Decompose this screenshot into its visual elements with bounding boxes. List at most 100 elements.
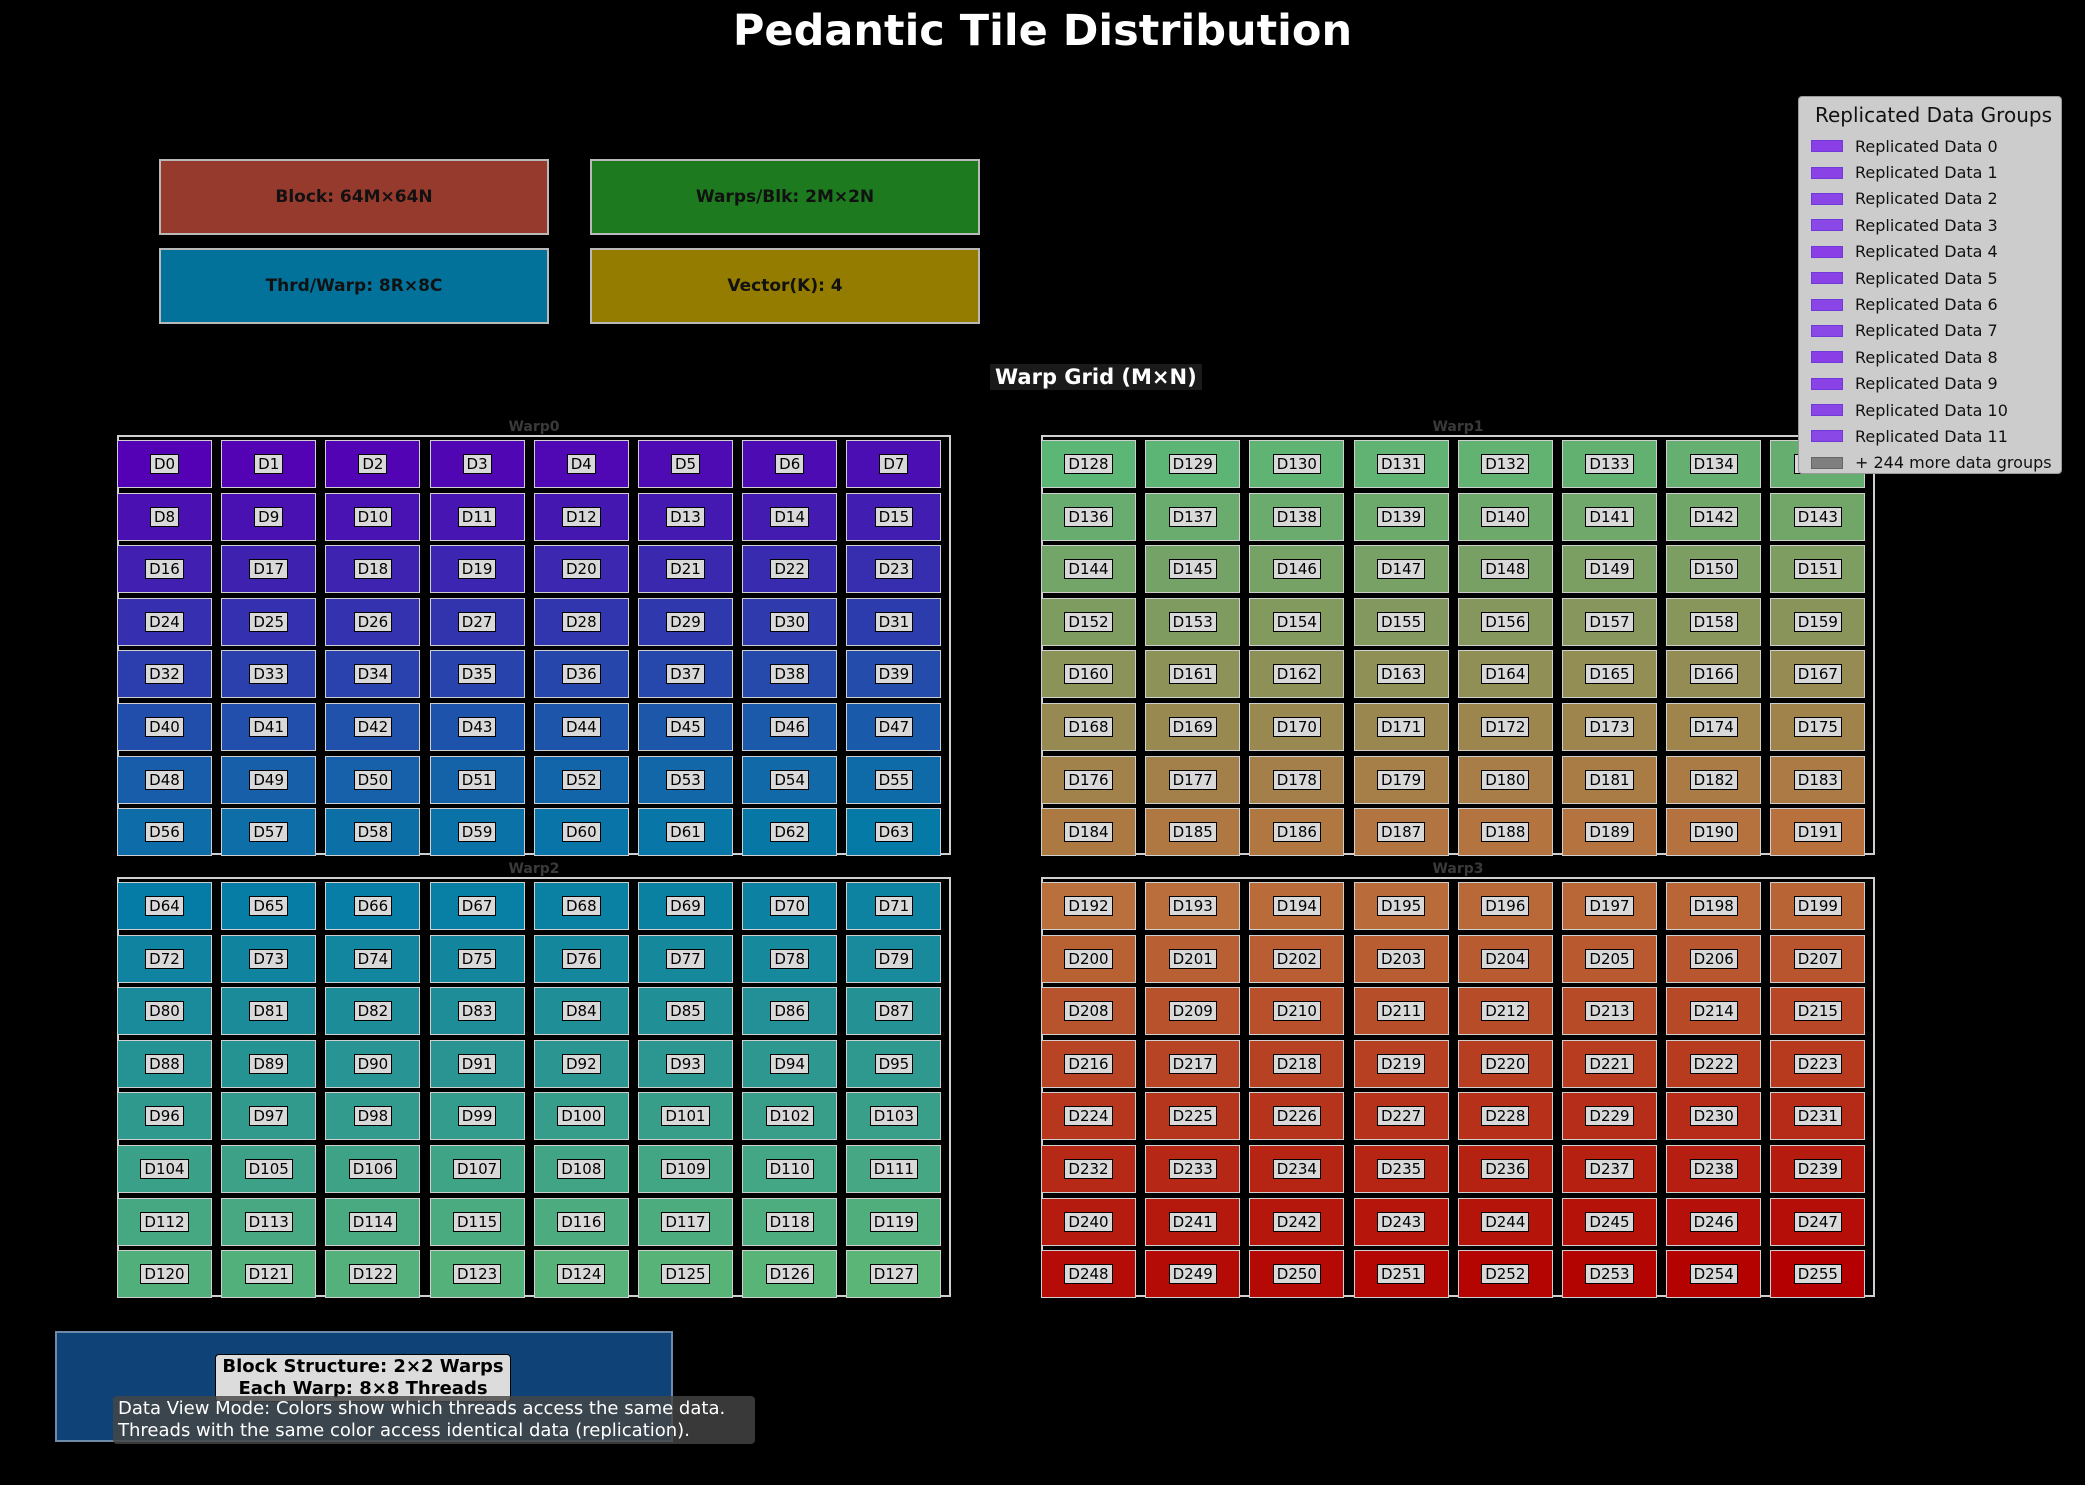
data-tile: D88: [117, 1039, 212, 1088]
data-tile-label: D158: [1689, 611, 1738, 632]
data-tile-label: D65: [249, 896, 288, 916]
data-tile: D99: [429, 1092, 525, 1141]
data-tile-label: D58: [353, 822, 393, 843]
data-tile: D53: [638, 755, 733, 804]
data-tile-label: D156: [1481, 611, 1530, 632]
data-tile: D151: [1770, 545, 1866, 594]
data-tile: D156: [1457, 597, 1553, 646]
data-tile: D40: [117, 703, 212, 751]
data-tile-label: D116: [557, 1211, 606, 1232]
data-tile: D92: [533, 1039, 629, 1088]
data-tile-label: D78: [770, 948, 809, 969]
data-tile-label: D86: [770, 1001, 809, 1022]
data-tile: D55: [846, 755, 942, 804]
data-tile-label: D60: [561, 822, 601, 843]
data-tile-label: D140: [1481, 506, 1530, 527]
data-tile-label: D107: [453, 1159, 502, 1179]
block-structure-line-2: Each Warp: 8×8 Threads: [238, 1378, 488, 1399]
data-tile-label: D77: [666, 948, 705, 969]
legend-item: Replicated Data 10: [1807, 397, 2053, 423]
data-tile: D236: [1457, 1145, 1553, 1193]
data-tile-label: D102: [765, 1106, 814, 1127]
data-tile: D201: [1145, 934, 1241, 983]
data-tile: D87: [846, 987, 942, 1036]
data-tile: D175: [1770, 703, 1866, 751]
data-tile: D121: [221, 1250, 317, 1299]
data-tile: D18: [325, 545, 421, 594]
data-tile: D67: [429, 882, 525, 930]
data-tile-label: D202: [1272, 948, 1321, 969]
legend-swatch: [1811, 219, 1843, 232]
data-tile-label: D30: [770, 611, 809, 632]
data-tile: D95: [846, 1039, 942, 1088]
data-tile-label: D226: [1272, 1106, 1321, 1127]
legend-swatch: [1811, 245, 1843, 258]
data-view-note-line-2: Threads with the same color access ident…: [118, 1420, 690, 1441]
data-tile: D173: [1562, 703, 1657, 751]
data-tile-label: D80: [145, 1001, 184, 1022]
data-tile: D114: [325, 1197, 421, 1246]
data-tile: D184: [1041, 808, 1136, 857]
data-tile: D38: [742, 650, 838, 699]
data-tile-label: D206: [1689, 948, 1738, 969]
data-tile-label: D118: [765, 1211, 814, 1232]
legend-swatch: [1811, 298, 1843, 311]
data-tile-label: D81: [249, 1001, 288, 1022]
data-tile: D84: [533, 987, 629, 1036]
data-tile: D54: [742, 755, 838, 804]
legend-title: Replicated Data Groups: [1815, 103, 2052, 127]
data-tile: D171: [1353, 703, 1449, 751]
data-tile-label: D12: [561, 506, 601, 527]
data-tile: D91: [429, 1039, 525, 1088]
data-tile-label: D176: [1064, 769, 1113, 790]
block-structure-caption: Block Structure: 2×2 Warps Each Warp: 8×…: [215, 1354, 511, 1402]
data-tile: D22: [742, 545, 838, 594]
data-tile-label: D52: [561, 769, 601, 790]
data-tile: D59: [429, 808, 525, 857]
data-tile-label: D199: [1793, 896, 1842, 916]
data-tile-label: D151: [1793, 559, 1842, 580]
data-tile-label: D159: [1793, 611, 1842, 632]
data-tile-label: D84: [561, 1001, 601, 1022]
data-tile-label: D215: [1793, 1001, 1842, 1022]
data-tile-label: D227: [1377, 1106, 1426, 1127]
data-tile: D42: [325, 703, 421, 751]
data-tile: D43: [429, 703, 525, 751]
data-tile-label: D222: [1689, 1053, 1738, 1074]
data-tile-label: D61: [666, 822, 705, 843]
data-tile: D44: [533, 703, 629, 751]
data-tile: D239: [1770, 1145, 1866, 1193]
data-tile: D127: [846, 1250, 942, 1299]
data-tile: D186: [1249, 808, 1345, 857]
legend-item: Replicated Data 4: [1807, 239, 2053, 265]
data-tile: D34: [325, 650, 421, 699]
data-tile: D19: [429, 545, 525, 594]
data-tile: D191: [1770, 808, 1866, 857]
data-tile: D224: [1041, 1092, 1136, 1141]
data-tile-label: D32: [145, 664, 184, 685]
data-tile: D172: [1457, 703, 1553, 751]
data-tile: D76: [533, 934, 629, 983]
data-tile-label: D10: [353, 506, 393, 527]
data-tile: D70: [742, 882, 838, 930]
data-tile-label: D194: [1272, 896, 1321, 916]
data-tile: D223: [1770, 1039, 1866, 1088]
data-tile-label: D210: [1272, 1001, 1321, 1022]
legend-item: Replicated Data 7: [1807, 318, 2053, 344]
data-tile-label: D109: [661, 1159, 710, 1179]
data-tile: D32: [117, 650, 212, 699]
data-tile: D7: [846, 440, 942, 488]
legend-more-swatch: [1811, 456, 1843, 469]
data-tile: D181: [1562, 755, 1657, 804]
data-tile: D123: [429, 1250, 525, 1299]
data-tile-label: D255: [1793, 1264, 1842, 1285]
data-tile-label: D40: [145, 717, 184, 737]
data-tile: D23: [846, 545, 942, 594]
data-tile-label: D62: [770, 822, 809, 843]
info-box-threads-label: Thrd/Warp: 8R×8C: [265, 276, 443, 296]
data-tile-label: D131: [1377, 454, 1426, 474]
data-tile-label: D130: [1272, 454, 1321, 474]
data-tile: D142: [1666, 492, 1762, 541]
data-tile: D72: [117, 934, 212, 983]
data-tile: D26: [325, 597, 421, 646]
